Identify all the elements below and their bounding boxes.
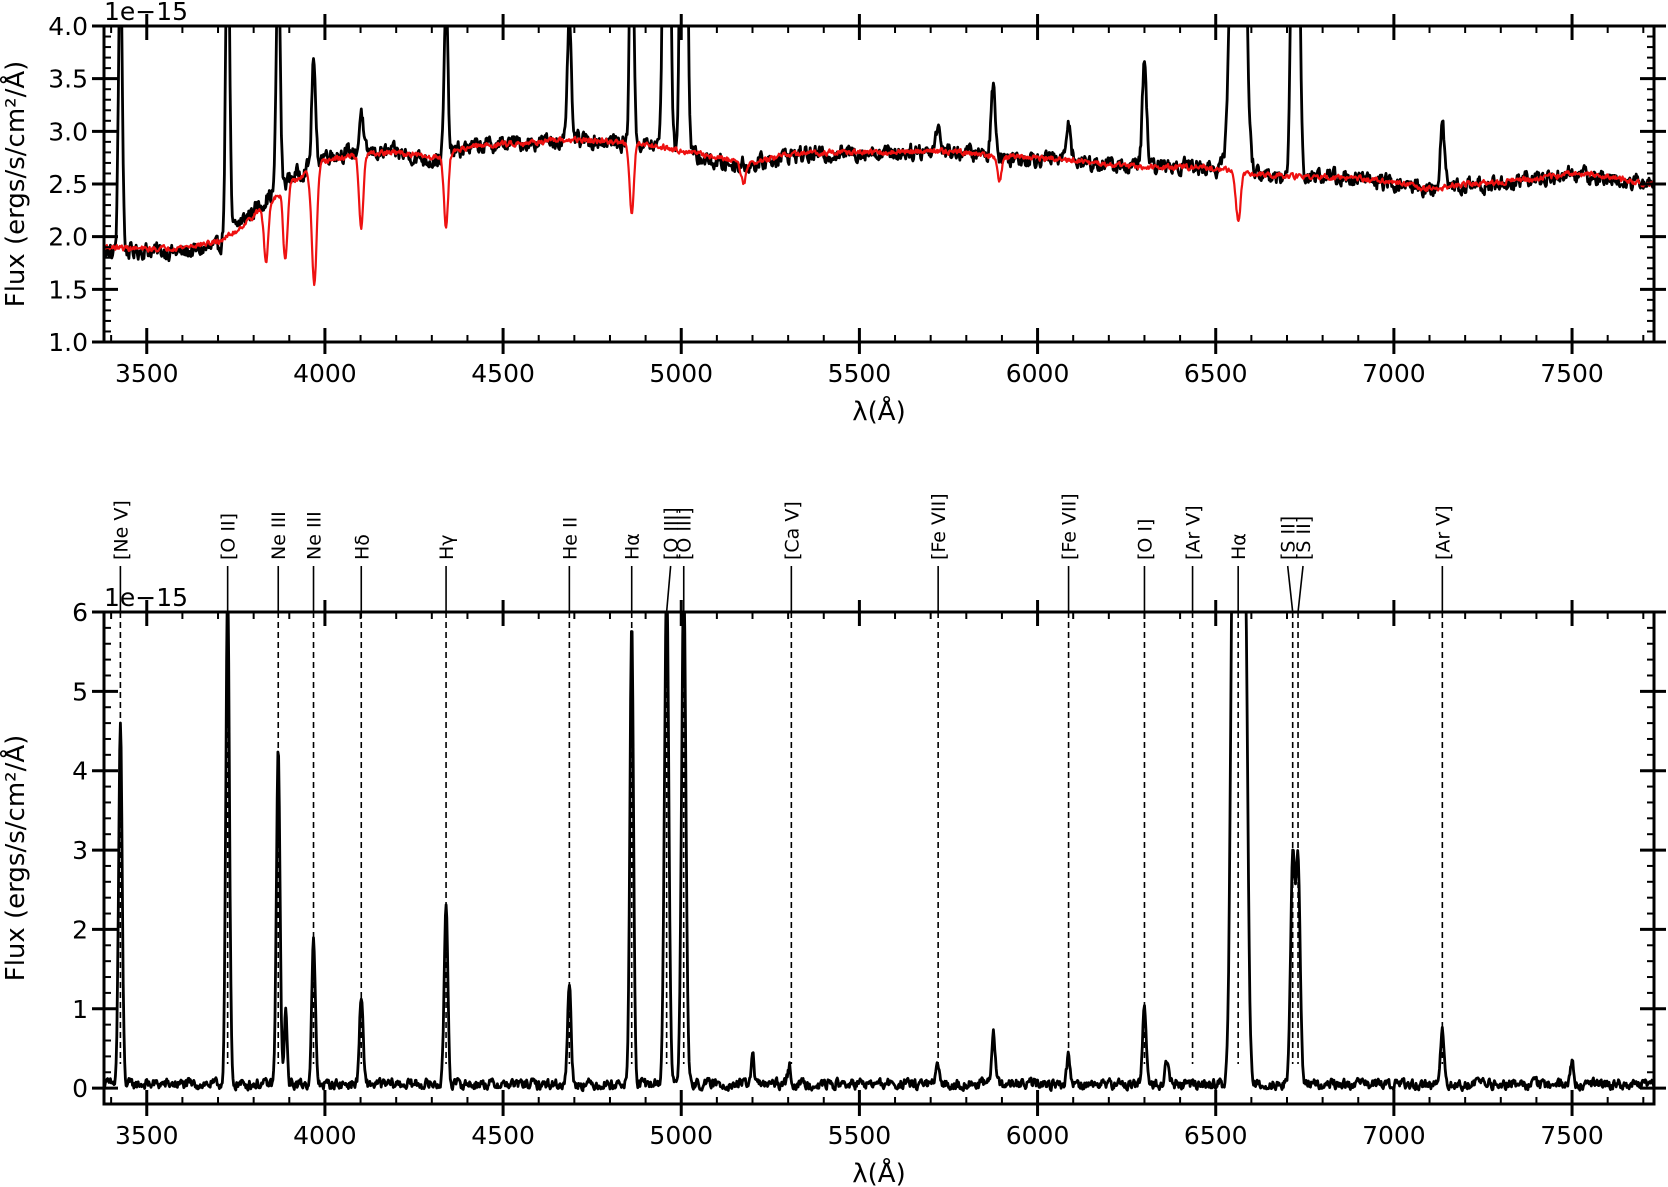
line-marker-connector bbox=[1297, 565, 1304, 613]
x-tick-label: 4500 bbox=[471, 359, 535, 388]
x-tick-label: 7000 bbox=[1362, 359, 1426, 388]
y-tick-label: 3.0 bbox=[48, 117, 88, 146]
axes-frame bbox=[102, 24, 1656, 344]
x-tick-label: 4000 bbox=[293, 1121, 357, 1150]
emission-line-label: [Fe VII] bbox=[1059, 493, 1081, 560]
emission-line-label: [Ar V] bbox=[1432, 505, 1454, 560]
emission-line-label: [Ne V] bbox=[110, 500, 132, 560]
y-tick-label: 1.0 bbox=[48, 328, 88, 357]
y-axis-label: Flux (ergs/s/cm²/Å) bbox=[0, 61, 31, 308]
line-marker-connector bbox=[1286, 565, 1294, 613]
y-tick-label: 2.5 bbox=[48, 170, 88, 199]
y-tick-label: 0 bbox=[72, 1074, 88, 1103]
x-axis-label: λ(Å) bbox=[852, 1157, 905, 1187]
y-offset-label: 1e−15 bbox=[104, 583, 188, 612]
y-tick-label: 6 bbox=[72, 598, 88, 627]
series-line-model bbox=[104, 135, 1654, 287]
series-line-observed bbox=[104, 26, 1654, 263]
y-axis-label: Flux (ergs/s/cm²/Å) bbox=[0, 735, 31, 982]
x-tick-label: 7500 bbox=[1540, 1121, 1604, 1150]
x-tick-label: 6500 bbox=[1184, 359, 1248, 388]
plot-area bbox=[104, 26, 1654, 287]
x-tick-label: 5500 bbox=[828, 1121, 892, 1150]
bottom-panel-emission-spectrum: 3500 4000 4500 5000 5500 6000 6500 7000 7500 0 1 2 3… bbox=[0, 493, 1666, 1187]
y-tick-label: 1.5 bbox=[48, 275, 88, 304]
y-tick-label: 2 bbox=[72, 915, 88, 944]
axes-frame bbox=[102, 610, 1656, 1106]
x-tick-label: 3500 bbox=[115, 1121, 179, 1150]
emission-line-label: [O III] bbox=[661, 507, 683, 560]
emission-line-label: [Ar V] bbox=[1183, 505, 1205, 560]
y-tick-label: 4.0 bbox=[48, 12, 88, 41]
line-marker-connector bbox=[665, 565, 672, 613]
plot-area bbox=[104, 612, 1654, 1093]
x-tick-label: 4500 bbox=[471, 1121, 535, 1150]
y-tick-label: 1 bbox=[72, 995, 88, 1024]
y-tick-label: 4 bbox=[72, 757, 88, 786]
x-tick-label: 5000 bbox=[649, 359, 713, 388]
emission-line-label: Ne III bbox=[268, 511, 290, 560]
x-tick-label: 6000 bbox=[1006, 359, 1070, 388]
emission-line-label: [O II] bbox=[218, 513, 240, 560]
emission-line-label: [S II] bbox=[1293, 516, 1315, 560]
x-tick-label: 4000 bbox=[293, 359, 357, 388]
x-axis-label: λ(Å) bbox=[852, 395, 905, 427]
emission-line-label: [O III] bbox=[674, 507, 696, 560]
x-tick-label: 5000 bbox=[649, 1121, 713, 1150]
top-panel-spectrum-fit: 3500 4000 4500 5000 5500 6000 6500 7000 7500 1.0 1… bbox=[0, 0, 1666, 427]
emission-line-label: Hγ bbox=[436, 534, 458, 560]
y-tick-label: 5 bbox=[72, 677, 88, 706]
x-tick-label: 6500 bbox=[1184, 1121, 1248, 1150]
emission-line-label: Hα bbox=[622, 533, 644, 560]
x-tick-label: 7000 bbox=[1362, 1121, 1426, 1150]
x-tick-label: 7500 bbox=[1540, 359, 1604, 388]
x-tick-label: 5500 bbox=[828, 359, 892, 388]
y-tick-label: 3.5 bbox=[48, 65, 88, 94]
y-tick-label: 2.0 bbox=[48, 223, 88, 252]
x-tick-label: 6000 bbox=[1006, 1121, 1070, 1150]
emission-line-label: Hδ bbox=[351, 534, 373, 560]
emission-line-label: [Ca V] bbox=[781, 501, 803, 560]
emission-line-label: He II bbox=[559, 517, 581, 560]
y-offset-label: 1e−15 bbox=[104, 0, 188, 26]
series-line-residual bbox=[104, 612, 1654, 1093]
x-tick-label: 3500 bbox=[115, 359, 179, 388]
emission-line-label: [O I] bbox=[1134, 519, 1156, 560]
emission-line-label: [Fe VII] bbox=[928, 493, 950, 560]
y-tick-label: 3 bbox=[72, 836, 88, 865]
emission-line-label: Ne III bbox=[304, 511, 326, 560]
emission-line-label: Hα bbox=[1228, 533, 1250, 560]
emission-line-label: [S II] bbox=[1278, 516, 1300, 560]
